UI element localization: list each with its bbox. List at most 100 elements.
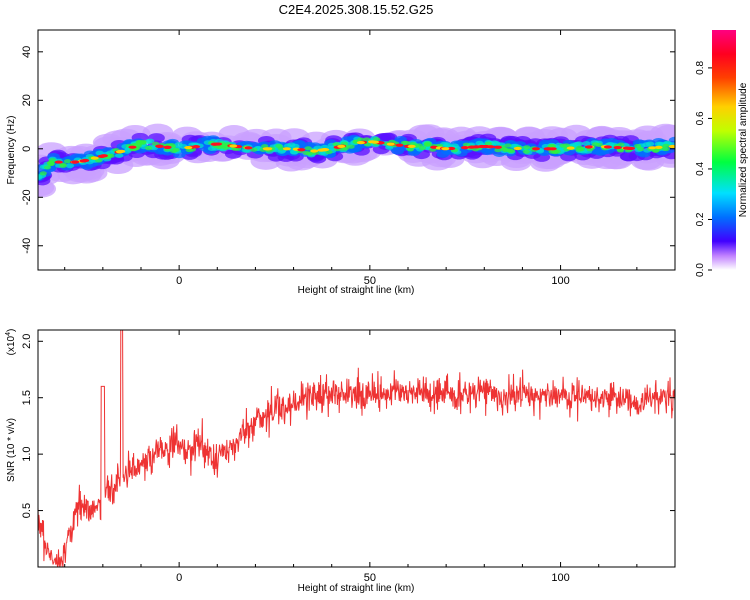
spectrogram-cell <box>523 145 531 150</box>
snr-x-tick-label: 50 <box>364 572 376 584</box>
colorbar-tick-label: 0.0 <box>695 263 706 277</box>
colorbar-tick-label: 0.4 <box>695 162 706 176</box>
spectrogram-peak <box>531 147 540 151</box>
spectrogram-peak <box>337 144 346 148</box>
snr-panel: 0 50 100 0.5 1.0 1.5 2.0 Height of straight li… <box>5 329 676 594</box>
snr-frame <box>37 329 676 568</box>
snr-y-multiplier: (x104) <box>5 329 17 356</box>
snr-y-axis-label: SNR (10 * v/v) <box>6 418 17 482</box>
spectrogram-peak <box>566 146 575 150</box>
spectrogram-x-tick-label: 100 <box>551 275 569 287</box>
spectrogram-peak <box>395 143 404 147</box>
snr-y-tick-label: 1.5 <box>21 390 33 405</box>
spectrogram-peak <box>386 142 395 146</box>
spectrogram-peak <box>54 160 63 164</box>
spectrogram-cell <box>484 141 493 146</box>
spectrogram-peak <box>513 146 522 151</box>
snr-multiplier-base: (x10 <box>6 335 17 355</box>
spectrogram-peak <box>214 142 223 146</box>
spectrogram-peak <box>184 146 193 150</box>
spectrogram-cell <box>287 142 296 148</box>
spectrogram-cell <box>95 150 104 156</box>
spectrogram-panel: 0 50 100 40 20 0 -20 -40 Height of straight lin… <box>6 29 676 296</box>
spectrogram-peak <box>603 145 612 149</box>
spectrogram-peak <box>229 144 238 148</box>
spectrogram-peak <box>297 148 306 152</box>
spectrogram-peak <box>460 145 469 150</box>
colorbar-tick-label: 0.2 <box>695 212 706 226</box>
spectrogram-cell <box>385 145 394 150</box>
colorbar: 0.0 0.2 0.4 0.6 0.8 Normalized spectral ampl… <box>695 30 749 277</box>
spectrogram-peak <box>115 150 124 154</box>
spectrogram-peak <box>71 160 80 164</box>
spectrogram-peak <box>622 146 631 150</box>
snr-x-axis-label: Height of straight line (km) <box>298 583 415 594</box>
snr-y-tick-label: 0.5 <box>21 503 33 518</box>
spectrogram-cell <box>363 137 371 142</box>
spectrogram-y-tick-label: 20 <box>21 94 33 106</box>
spectrogram-cell <box>277 146 285 151</box>
spectrogram-cell <box>59 162 67 167</box>
spectrogram-peak <box>90 156 99 160</box>
spectrogram-peak <box>371 140 380 144</box>
spectrogram-peak <box>244 146 253 150</box>
spectrogram-x-axis-label: Height of straight line (km) <box>298 285 415 296</box>
chart-title: C2E4.2025.308.15.52.G25 <box>279 2 434 17</box>
spectrogram-peak <box>481 144 490 149</box>
spectrogram-heatmap <box>38 123 675 198</box>
spectrogram-cell <box>492 141 501 146</box>
spectrogram-cell <box>637 146 645 152</box>
spectrogram-cell <box>304 146 312 151</box>
spectrogram-cell <box>591 142 599 147</box>
spectrogram-peak <box>613 145 622 150</box>
svg-text:(x104): (x104) <box>5 329 17 356</box>
spectrogram-cell <box>617 142 625 147</box>
spectrogram-peak <box>654 145 663 150</box>
spectrogram-cell <box>594 148 608 156</box>
spectrogram-cell <box>415 143 423 148</box>
spectrogram-y-tick-label: -40 <box>21 238 33 254</box>
spectrogram-cell <box>347 144 355 149</box>
spectrogram-cell <box>662 146 670 152</box>
spectrogram-cell <box>436 150 450 158</box>
spectrogram-cell <box>443 142 452 148</box>
spectrogram-cell <box>462 142 471 147</box>
spectrogram-cell <box>135 140 143 145</box>
spectrogram-cell <box>107 153 115 158</box>
spectrogram-cell <box>654 141 663 147</box>
colorbar-gradient <box>712 30 736 270</box>
colorbar-tick-label: 0.6 <box>695 111 706 125</box>
snr-y-tick-label: 2.0 <box>21 334 33 349</box>
spectrogram-cell <box>494 148 502 153</box>
spectrogram-peak <box>128 145 137 149</box>
spectrogram-cell <box>46 161 55 166</box>
spectrogram-peak <box>356 141 365 145</box>
spectrogram-cell <box>522 149 530 154</box>
spectrogram-y-axis-label: Frequency (Hz) <box>6 116 17 185</box>
spectrogram-cell <box>63 159 72 164</box>
snr-series-line <box>38 330 675 567</box>
spectrogram-peak <box>441 147 450 151</box>
spectrogram-cell <box>250 147 258 152</box>
spectrogram-cell <box>39 171 47 176</box>
spectrogram-cell <box>144 146 153 151</box>
spectrogram-peak <box>163 145 172 149</box>
spectrogram-frame <box>37 29 676 271</box>
spectrogram-cell <box>559 143 567 148</box>
spectrogram-cell <box>151 141 160 146</box>
spectrogram-cell <box>114 153 124 158</box>
spectrogram-cell <box>424 141 432 146</box>
spectrogram-cell <box>222 145 230 150</box>
spectrogram-cell <box>43 165 52 170</box>
spectrogram-y-tick-label: 40 <box>21 46 33 58</box>
spectrogram-peak <box>648 146 657 150</box>
spectrogram-peak <box>81 158 90 163</box>
snr-x-tick-label: 100 <box>551 572 569 584</box>
spectrogram-cell <box>502 147 510 153</box>
spectrogram-peak <box>264 147 273 151</box>
spectrogram-peak <box>310 149 319 153</box>
spectrogram-y-tick-label: -20 <box>21 189 33 205</box>
spectrogram-cell <box>575 147 583 152</box>
snr-y-tick-label: 1.0 <box>21 446 33 461</box>
colorbar-tick-label: 0.8 <box>695 61 706 75</box>
